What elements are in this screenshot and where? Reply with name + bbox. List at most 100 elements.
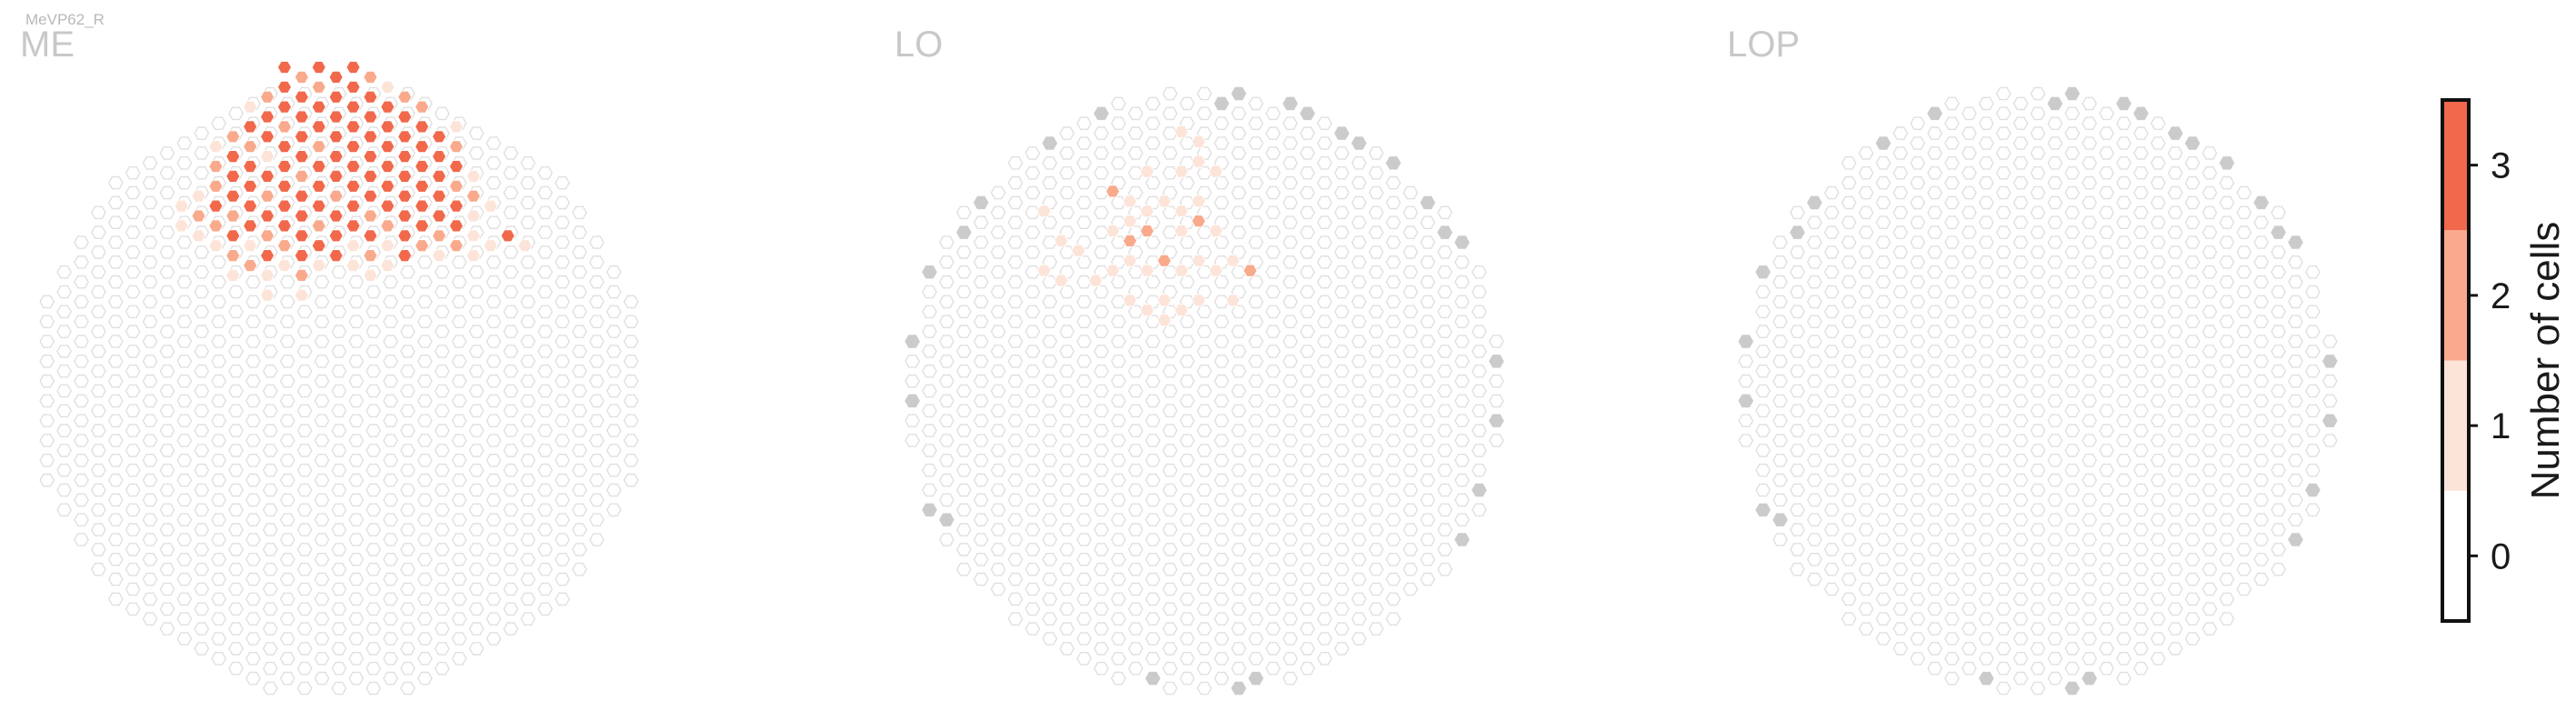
empty-hex xyxy=(2202,325,2218,338)
empty-hex xyxy=(228,106,245,121)
empty-hex xyxy=(2047,632,2063,646)
empty-hex xyxy=(1299,305,1315,319)
empty-hex xyxy=(1841,473,1857,487)
empty-hex xyxy=(1179,572,1195,586)
empty-hex xyxy=(348,394,364,408)
empty-hex xyxy=(245,632,261,646)
empty-hex xyxy=(211,632,227,646)
empty-hex xyxy=(400,562,416,576)
empty-hex xyxy=(2304,285,2321,299)
empty-hex xyxy=(1420,295,1436,309)
empty-hex xyxy=(2219,235,2235,249)
empty-hex xyxy=(1351,414,1367,427)
empty-hex xyxy=(1076,136,1093,150)
empty-hex xyxy=(2202,622,2218,636)
empty-hex xyxy=(1351,315,1367,328)
empty-hex xyxy=(1420,572,1436,586)
empty-hex xyxy=(1978,335,1994,348)
empty-hex xyxy=(605,444,622,457)
empty-hex xyxy=(1995,543,2012,556)
empty-hex xyxy=(245,572,261,586)
empty-hex xyxy=(2099,661,2115,676)
out-of-range-hex xyxy=(2288,235,2303,249)
data-hex xyxy=(345,258,361,273)
empty-hex xyxy=(1042,295,1058,309)
empty-hex xyxy=(1024,444,1041,457)
empty-hex xyxy=(468,602,484,616)
empty-hex xyxy=(1248,454,1264,467)
empty-hex xyxy=(973,513,989,526)
empty-hex xyxy=(1196,562,1213,576)
empty-hex xyxy=(1127,562,1143,576)
out-of-range-hex xyxy=(2271,225,2286,239)
empty-hex xyxy=(520,553,536,566)
empty-hex xyxy=(125,285,141,299)
empty-hex xyxy=(1059,424,1075,437)
empty-hex xyxy=(296,523,313,536)
data-hex xyxy=(208,239,224,253)
empty-hex xyxy=(2150,533,2166,546)
empty-hex xyxy=(537,205,554,220)
out-of-range-hex xyxy=(2322,355,2338,368)
colorbar-tick-label: 2 xyxy=(2491,276,2511,316)
empty-hex xyxy=(1858,146,1874,160)
empty-hex xyxy=(1093,483,1110,497)
empty-hex xyxy=(1283,553,1298,566)
empty-hex xyxy=(2012,414,2029,427)
empty-hex xyxy=(973,315,989,328)
empty-hex xyxy=(1007,493,1023,507)
empty-hex xyxy=(1299,602,1315,616)
data-hex xyxy=(294,110,310,124)
empty-hex xyxy=(1368,146,1384,160)
data-hex xyxy=(1191,294,1206,307)
empty-hex xyxy=(2253,572,2270,586)
out-of-range-hex xyxy=(2116,96,2132,110)
empty-hex xyxy=(1841,235,1857,249)
empty-hex xyxy=(2167,165,2183,180)
empty-hex xyxy=(74,394,89,408)
empty-hex xyxy=(537,364,554,378)
data-hex xyxy=(345,100,361,114)
empty-hex xyxy=(1823,185,1840,200)
data-hex xyxy=(448,140,464,154)
empty-hex xyxy=(1385,295,1402,309)
data-hex xyxy=(1122,195,1138,208)
empty-hex xyxy=(1927,562,1943,576)
empty-hex xyxy=(1875,275,1892,289)
empty-hex xyxy=(90,364,106,378)
empty-hex xyxy=(2132,225,2149,239)
empty-hex xyxy=(1368,562,1384,576)
data-hex xyxy=(276,199,293,213)
empty-hex xyxy=(348,493,364,507)
empty-hex xyxy=(1789,245,1805,259)
empty-hex xyxy=(1368,185,1384,200)
data-hex xyxy=(448,159,464,174)
empty-hex xyxy=(1333,384,1350,398)
empty-hex xyxy=(1111,572,1126,586)
empty-hex xyxy=(1007,592,1023,606)
empty-hex xyxy=(2184,195,2201,210)
empty-hex xyxy=(1961,345,1977,358)
empty-hex xyxy=(939,275,954,289)
empty-hex xyxy=(1144,116,1161,131)
empty-hex xyxy=(1231,384,1247,398)
empty-hex xyxy=(1316,394,1333,408)
empty-hex xyxy=(520,195,536,210)
empty-hex xyxy=(1333,523,1350,536)
empty-hex xyxy=(1944,414,1960,427)
data-hex xyxy=(414,100,430,114)
data-hex xyxy=(1191,155,1206,168)
empty-hex xyxy=(623,335,639,348)
empty-hex xyxy=(331,562,347,576)
empty-hex xyxy=(2184,553,2201,566)
empty-hex xyxy=(1231,463,1247,477)
empty-hex xyxy=(1858,345,1874,358)
empty-hex xyxy=(1789,265,1805,279)
empty-hex xyxy=(1961,126,1977,140)
empty-hex xyxy=(1127,483,1143,497)
empty-hex xyxy=(2099,364,2115,378)
empty-hex xyxy=(1248,533,1264,546)
empty-hex xyxy=(56,345,73,358)
empty-hex xyxy=(125,205,141,220)
empty-hex xyxy=(1179,671,1195,686)
